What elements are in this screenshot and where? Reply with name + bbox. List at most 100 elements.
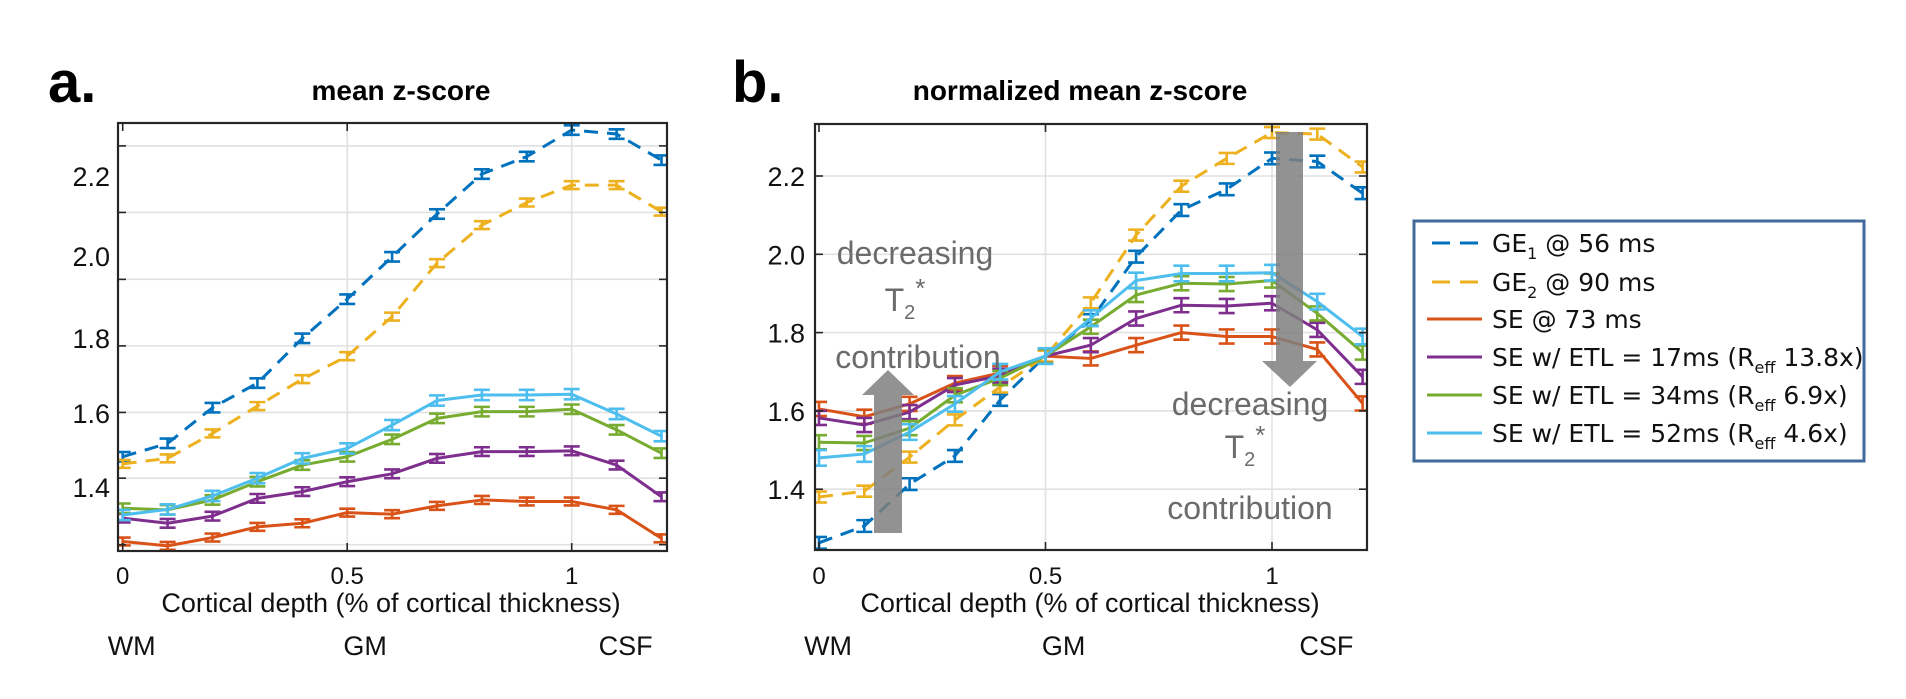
- error-bar: [563, 179, 580, 191]
- error-bar: [901, 422, 918, 442]
- error-bar: [384, 468, 401, 480]
- legend-item: SE w/ ETL = 52ms (Reff 4.6x): [1427, 419, 1848, 453]
- error-bar: [518, 445, 535, 458]
- error-bar: [1309, 154, 1326, 169]
- error-bar: [159, 502, 176, 516]
- x-tick-label: 0: [116, 563, 129, 590]
- annotation-left-line1: decreasing: [837, 235, 994, 271]
- series-line: [122, 128, 663, 459]
- error-bar: [159, 453, 176, 464]
- error-bar: [1082, 308, 1099, 328]
- x-tick-label: 0.5: [331, 563, 364, 590]
- error-bar: [946, 413, 963, 427]
- error-bar: [473, 167, 490, 181]
- error-bar: [249, 521, 266, 533]
- annotation-left-line3: contribution: [835, 339, 1000, 375]
- error-bar: [429, 452, 445, 465]
- error-bar: [473, 219, 490, 231]
- x-tick-label: 1: [565, 563, 578, 590]
- error-bar: [294, 518, 311, 529]
- error-bar: [249, 377, 266, 390]
- error-bar: [204, 489, 221, 503]
- error-bar: [429, 394, 445, 407]
- legend-label: GE1 @ 56 ms: [1492, 229, 1655, 263]
- error-bar: [339, 476, 356, 488]
- annotation-right-sub: 2: [1244, 449, 1255, 471]
- error-bar: [1082, 296, 1099, 310]
- error-bar: [1354, 160, 1367, 174]
- error-bar: [518, 150, 535, 163]
- series-se-w-etl-52ms-reff-4-6x: [815, 263, 1367, 468]
- annotation-left-t: T: [885, 282, 905, 318]
- error-bar: [1309, 292, 1326, 311]
- panel-a-letter: a.: [48, 50, 96, 115]
- panel-b-axes-box: [813, 122, 1369, 552]
- legend-item: GE1 @ 56 ms: [1432, 229, 1655, 263]
- error-bar: [384, 250, 401, 263]
- error-bar: [384, 433, 401, 446]
- error-bar: [429, 500, 445, 512]
- error-bar: [856, 444, 873, 464]
- region-label-csf: CSF: [599, 631, 653, 661]
- y-tick-label: 1.6: [72, 399, 110, 429]
- panel-b-letter: b.: [732, 50, 784, 115]
- panel-a-title: mean z-score: [312, 75, 491, 106]
- error-bar: [992, 362, 1009, 381]
- error-bar: [339, 441, 356, 455]
- error-bar: [249, 471, 266, 485]
- annotation-left: decreasing T2* contribution: [835, 235, 1000, 375]
- error-bar: [856, 484, 873, 498]
- error-bar: [608, 127, 625, 141]
- error-bar: [608, 423, 625, 436]
- annotation-right-line3: contribution: [1167, 490, 1332, 526]
- region-label-wm: WM: [804, 631, 852, 661]
- error-bar: [815, 490, 827, 504]
- error-bar: [339, 293, 356, 306]
- y-tick-label: 1.4: [767, 475, 805, 505]
- panel-a-regions: WM GM CSF: [108, 631, 653, 661]
- error-bar: [1173, 202, 1190, 218]
- annotation-left-sub: 2: [904, 302, 915, 324]
- error-bar: [1128, 249, 1145, 264]
- y-tick-label: 2.2: [72, 162, 110, 192]
- error-bar: [518, 405, 535, 418]
- panel-a-xlabel: Cortical depth (% of cortical thickness): [161, 588, 620, 618]
- error-bar: [1173, 296, 1190, 314]
- error-bar: [1173, 264, 1190, 283]
- panel-b-regions: WM GM CSF: [804, 631, 1353, 661]
- annotation-left-sup: *: [915, 273, 925, 303]
- error-bar: [1354, 368, 1367, 386]
- error-bar: [159, 540, 176, 552]
- error-bar: [563, 387, 580, 401]
- region-label-csf: CSF: [1299, 631, 1353, 661]
- legend-items: GE1 @ 56 ms GE2 @ 90 ms SE @ 73 ms SE w/ ET…: [1427, 229, 1864, 453]
- error-bar: [608, 459, 625, 471]
- y-tick-label: 2.2: [767, 162, 805, 192]
- legend-label: SE w/ ETL = 17ms (Reff 13.8x): [1492, 343, 1864, 377]
- error-bar: [946, 448, 963, 464]
- error-bar: [294, 373, 311, 385]
- error-bar: [473, 388, 490, 402]
- legend-item: SE @ 73 ms: [1427, 305, 1642, 334]
- error-bar: [518, 388, 535, 402]
- series-ge1-56-ms: [118, 124, 667, 463]
- error-bar: [856, 416, 873, 434]
- legend-label: SE w/ ETL = 34ms (Reff 6.9x): [1492, 381, 1848, 415]
- error-bar: [204, 532, 221, 543]
- error-bar: [901, 476, 918, 492]
- series-ge2-90-ms: [118, 179, 667, 470]
- down-arrow-icon: [1262, 132, 1317, 387]
- error-bar: [608, 504, 625, 516]
- error-bar: [429, 412, 445, 425]
- error-bar: [249, 492, 266, 505]
- error-bar: [294, 451, 311, 465]
- annotation-right: decreasing T2* contribution: [1167, 386, 1332, 526]
- error-bar: [518, 496, 535, 507]
- error-bar: [563, 496, 580, 507]
- panel-b: b. normalized mean z-score decreasing T2…: [732, 50, 1369, 661]
- y-tick-label: 2.0: [72, 242, 110, 272]
- error-bar: [1173, 179, 1190, 193]
- error-bar: [1218, 328, 1235, 345]
- up-arrow-icon: [862, 370, 914, 533]
- series-line: [122, 498, 663, 548]
